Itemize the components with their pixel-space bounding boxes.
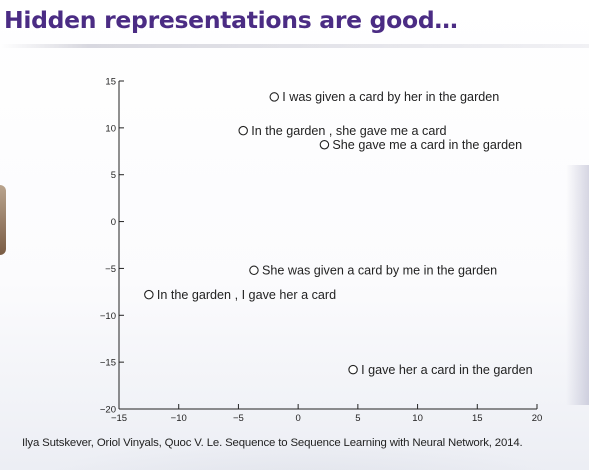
citation: Ilya Sutskever, Oriol Vinyals, Quoc V. L… [22, 437, 523, 449]
x-tick-label: −10 [171, 413, 187, 424]
point-label: I was given a card by her in the garden [282, 90, 499, 104]
y-tick-label: −15 [100, 358, 116, 369]
x-tick-label: 20 [532, 413, 543, 424]
y-tick-label: 10 [105, 123, 116, 134]
data-point [144, 289, 154, 300]
data-point [269, 92, 280, 102]
data-point [319, 139, 330, 150]
y-tick-label: 0 [111, 217, 116, 228]
x-tick-label: 15 [472, 413, 483, 424]
point-label: She gave me a card in the garden [332, 138, 522, 152]
point-label: She was given a card by me in the garden [262, 264, 497, 278]
y-tick-label: 15 [105, 77, 116, 88]
point-label: In the garden , she gave me a card [251, 124, 446, 138]
title-divider [0, 44, 589, 48]
data-point [348, 364, 358, 375]
x-tick-label: −5 [233, 413, 244, 424]
y-tick-label: −20 [100, 405, 116, 416]
slide-title: Hidden representations are good… [4, 6, 458, 34]
y-tick-label: −10 [100, 311, 116, 322]
background-floor-glow [0, 300, 589, 470]
chart-points: I was given a card by her in the garden I… [144, 90, 533, 377]
point-label: In the garden , I gave her a card [157, 288, 336, 302]
x-tick-label: −15 [111, 413, 127, 424]
x-tick-label: 10 [412, 413, 423, 424]
presenter-edge [0, 185, 6, 255]
x-tick-label: 5 [355, 413, 360, 424]
data-point [249, 265, 259, 276]
y-tick-label: 5 [111, 170, 116, 181]
point-label: I gave her a card in the garden [361, 363, 533, 377]
x-tick-label: 0 [295, 413, 300, 424]
data-point [238, 125, 248, 136]
background-shadow [566, 165, 589, 405]
y-tick-label: −5 [105, 264, 116, 275]
